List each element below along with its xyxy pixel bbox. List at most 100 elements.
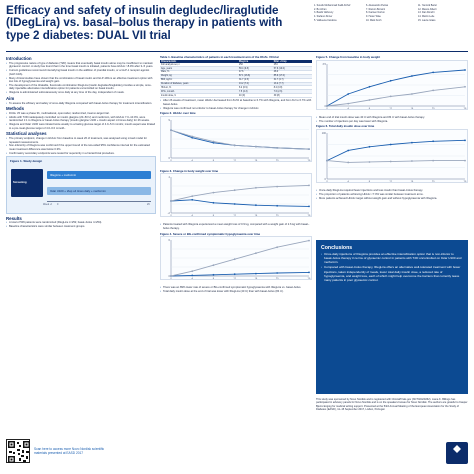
author-entry: 3. Bashir Alkhoury [314, 11, 334, 15]
novo-nordisk-logo-icon [446, 442, 468, 464]
timeline-tick: 0 [57, 202, 59, 206]
bullet-item: Adults with T2D inadequately controlled … [6, 116, 156, 123]
y-tick-label: 0 [324, 105, 326, 108]
table-cell: Duration of diabetes, years [160, 82, 238, 87]
table-header: Characteristic [160, 60, 238, 64]
x-tick-label: 0 [170, 278, 172, 280]
bullet-item: The proportion of patients achieving HbA… [316, 193, 468, 197]
arm-basal-bolus-label: IGlar U100 + IAsp ≤4 times daily + metfo… [50, 189, 106, 194]
data-point [255, 187, 257, 190]
column-middle: Table 1. Baseline characteristics of pat… [160, 55, 312, 462]
data-point [212, 192, 215, 194]
table-cell: 7.6 (2.6) [272, 89, 312, 95]
title-line: (IDegLira) vs. basal–bolus therapy in pa… [6, 16, 283, 30]
series-line [170, 129, 310, 150]
x-tick-label: 26 [464, 107, 467, 109]
section-heading-results: Results [6, 215, 22, 221]
x-tick-label: 26 [464, 181, 467, 183]
data-point [276, 246, 279, 249]
series-line [170, 185, 310, 202]
hba1c-chart: 0 4 8 12 16 20 26 6 9 [160, 116, 312, 163]
table-cell: 13.2 (7.7) [272, 82, 312, 87]
author-entry: 4. Stefano Zinner [314, 15, 333, 19]
data-point [191, 199, 194, 202]
header-divider [6, 51, 468, 52]
x-tick-label: 20 [432, 181, 435, 183]
bullet-item: To assess the efficacy and safety of onc… [6, 102, 156, 106]
statistics-list: The primary endpoint, change in HbA1c fr… [6, 137, 156, 156]
bullet-item: More patients achieved HbA1c target with… [316, 197, 468, 201]
table-cell: 40 (9) [237, 93, 273, 99]
data-point [347, 149, 350, 152]
aim-list: To assess the efficacy and safety of onc… [6, 102, 156, 106]
data-point [389, 79, 392, 82]
data-point [308, 205, 310, 208]
data-point [170, 129, 172, 132]
data-point [464, 68, 466, 71]
figure5-list: Mean end of trial insulin dose was 40 U … [316, 116, 468, 124]
x-tick-label: 16 [255, 278, 258, 280]
author-entry: 6. Alessandro Petras [366, 4, 389, 7]
x-tick-label: 16 [255, 215, 258, 217]
table-cell: HbA1c, % [160, 85, 238, 91]
title-line: Efficacy and safety of insulin degludec/… [6, 4, 279, 17]
author-entry: 2. Bo Ahrén [314, 7, 327, 11]
author-entry: 12. Manos Alberti [418, 7, 437, 11]
x-tick-label: 16 [411, 181, 414, 183]
bullet-item: IDegLira is administered subcutaneously … [6, 91, 156, 95]
x-tick-label: 20 [276, 278, 279, 280]
author-entry: 5. Valbuena Cardona [314, 18, 337, 22]
x-tick-label: 8 [213, 215, 215, 217]
column-left: Introduction The progressive nature of t… [6, 55, 156, 462]
data-point [212, 274, 215, 277]
arm-ideglira-label: IDegLira + metformin [50, 173, 77, 178]
x-tick-label: 26 [308, 160, 311, 162]
author-entry: 13. Dan Ronchi [418, 11, 435, 15]
x-tick-label: 12 [233, 160, 236, 162]
figure6-caption: Figure 6. Total daily insulin dose over … [316, 124, 375, 129]
author-entry: 11. Yannick Bazur [418, 4, 438, 7]
table-row: FPG, mmol/L 7.5 (2.3) 7.6 (2.6) [160, 89, 312, 95]
arm-ideglira: IDegLira + metformin [47, 171, 151, 180]
data-point [308, 184, 310, 187]
bullet-item: There was an 89% lower rate of severe or… [160, 286, 312, 290]
table-cell: 8.2 (0.8) [272, 85, 312, 91]
header: Efficacy and safety of insulin degludec/… [0, 0, 474, 50]
bullet-item: Baseline characteristics were similar be… [6, 225, 156, 229]
data-point [347, 161, 350, 164]
bullet-item: The development of the titratable, fixed… [6, 84, 156, 91]
bullet-item: Confirmatory secondary endpoints were te… [6, 152, 156, 156]
table-cell: 31.7 (4.5) [237, 78, 273, 83]
data-point [233, 203, 236, 206]
data-point [326, 159, 328, 162]
table-row: Age, years 58.4 (9.8) 57.6 (10.0) [160, 66, 312, 71]
bullet-item: IDegLira and IGlar U100 were titrated tw… [6, 123, 156, 130]
table-cell: 254 [272, 63, 312, 68]
data-point [170, 200, 172, 203]
data-point [212, 142, 215, 144]
data-point [432, 71, 435, 74]
table-cell: 39 (8) [272, 93, 312, 99]
data-point [411, 74, 413, 77]
data-point [308, 148, 310, 151]
x-tick-label: 0 [170, 160, 172, 162]
table-cell: 7.5 (2.3) [237, 89, 273, 95]
table-row: HbA1c, % 8.2 (0.9) 8.2 (0.8) [160, 85, 312, 91]
y-tick-label: 4 [168, 176, 170, 179]
section-heading-aim: Aim [6, 96, 15, 102]
section-heading-conclusions: Conclusions [321, 245, 353, 252]
section-heading-introduction: Introduction [6, 56, 32, 62]
table-header: IGlar + IAsp [272, 60, 312, 64]
x-tick-label: 12 [233, 215, 236, 217]
qr-code-icon[interactable] [6, 439, 30, 463]
section-heading-methods: Methods [6, 106, 25, 112]
title-line: type 2 diabetes: DUAL VII trial [6, 28, 171, 42]
bullet-item: The progressive nature of type 2 diabete… [6, 62, 156, 69]
data-point [411, 142, 413, 144]
conclusions-box: Conclusions Once-daily injections of IDe… [316, 240, 468, 394]
data-point [368, 146, 371, 148]
bullet-item: Non-inferiority of IDegLira was confirme… [6, 144, 156, 151]
